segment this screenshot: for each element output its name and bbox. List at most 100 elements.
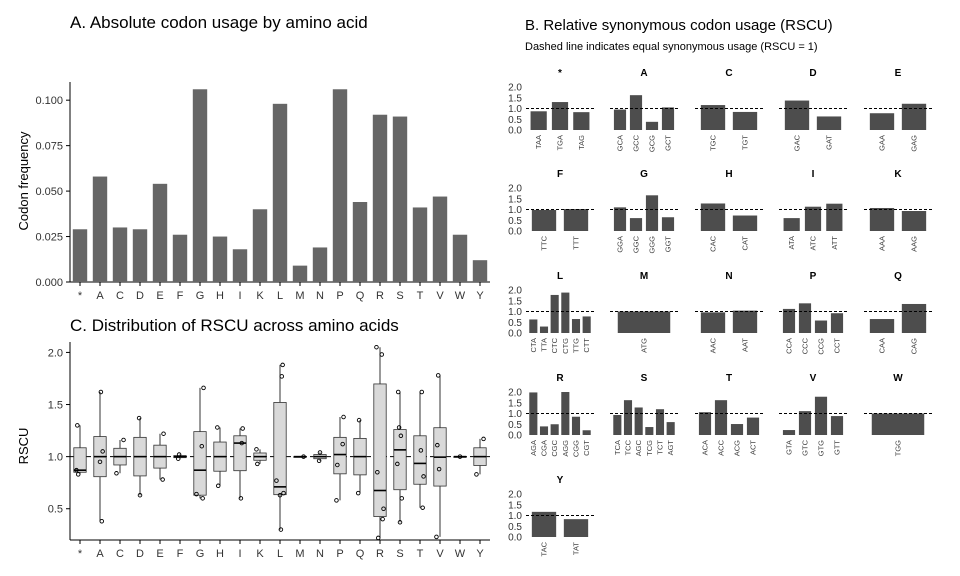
panel-c-point-16-5 xyxy=(399,496,405,501)
rscu-codon-label: TCC xyxy=(624,439,633,455)
panel-c-point-0-1 xyxy=(75,423,80,428)
panel-c-y-tick-label: 1.5 xyxy=(48,400,63,412)
rscu-facet-title: P xyxy=(810,271,817,282)
rscu-codon-label: GTA xyxy=(785,440,794,455)
panel-c-point-8-2 xyxy=(240,426,245,431)
panel-a-bar-1 xyxy=(92,176,108,282)
rscu-codon-label: CCG xyxy=(817,338,826,355)
rscu-facet-title: V xyxy=(810,373,817,384)
rscu-y-tick-label: 0.5 xyxy=(508,216,522,227)
panel-c-point-6-3 xyxy=(194,491,199,497)
rscu-codon-label: GCC xyxy=(632,134,641,151)
rscu-codon-label: CAT xyxy=(741,236,750,251)
panel-a-x-tick-label: D xyxy=(136,290,144,302)
rscu-bar-1-0 xyxy=(613,109,627,130)
panel-a-x-tick-label: E xyxy=(156,290,163,302)
rscu-y-tick-label: 1.0 xyxy=(508,409,522,420)
rscu-y-tick-label: 0.0 xyxy=(508,431,522,442)
rscu-codon-label: AGT xyxy=(666,440,675,456)
rscu-codon-label: TTG xyxy=(572,338,581,353)
panel-c-point-17-0 xyxy=(418,448,424,453)
rscu-facet-15: R 0.00.51.01.52.0 AGA CGA CGC AGG CGG CGT xyxy=(508,373,594,457)
panel-c-point-17-2 xyxy=(420,505,425,510)
panel-a-bar-17 xyxy=(412,207,428,282)
rscu-facet-title: N xyxy=(725,271,732,282)
rscu-bar-10-1 xyxy=(539,326,549,333)
rscu-facet-title: Y xyxy=(557,475,564,486)
panel-a-bar-9 xyxy=(252,209,268,282)
rscu-facet-20: Y 0.00.51.01.52.0 TAC TAT xyxy=(508,475,594,556)
panel-c-point-11-0 xyxy=(301,454,306,459)
panel-c-point-7-0 xyxy=(215,425,220,430)
rscu-facet-title: * xyxy=(558,68,562,79)
panel-c-point-12-0 xyxy=(316,458,322,464)
panel-c-x-tick-label: F xyxy=(177,548,184,560)
rscu-codon-label: ATG xyxy=(640,338,649,353)
panel-c-point-2-0 xyxy=(121,437,126,443)
rscu-facet-17: T ACA ACC ACG ACT xyxy=(695,373,763,456)
panel-a-x-tick-label: H xyxy=(216,290,224,302)
rscu-codon-label: CTC xyxy=(550,337,559,353)
panel-a-bar-3 xyxy=(132,229,148,282)
rscu-facet-title: S xyxy=(641,373,648,384)
panel-a-x-tick-label: T xyxy=(417,290,424,302)
panel-a-bar-8 xyxy=(232,249,248,282)
panel-c-x-tick-label: W xyxy=(455,548,466,560)
panel-c-y-tick-label: 1.0 xyxy=(48,452,63,464)
panel-b-rscu: B. Relative synonymous codon usage (RSCU… xyxy=(508,17,932,556)
rscu-codon-label: AAG xyxy=(910,236,919,252)
panel-a-x-tick-label: R xyxy=(376,290,384,302)
panel-c-point-14-1 xyxy=(356,417,362,423)
panel-c-x-tick-label: N xyxy=(316,548,324,560)
panel-c-point-17-3 xyxy=(421,474,426,479)
rscu-codon-label: GTC xyxy=(801,439,810,455)
panel-c-x-tick-label: S xyxy=(396,548,403,560)
panel-a-bar-18 xyxy=(432,196,448,282)
panel-c-x-tick-label: V xyxy=(436,548,444,560)
panel-c-point-1-0 xyxy=(97,459,103,465)
panel-c-point-5-0 xyxy=(175,456,181,461)
rscu-codon-label: GTG xyxy=(817,440,826,456)
rscu-codon-label: GGG xyxy=(648,236,657,254)
rscu-bar-13-1 xyxy=(798,303,812,333)
rscu-bar-1-1 xyxy=(629,95,643,130)
panel-c-point-6-2 xyxy=(201,385,206,391)
panel-a-bar-5 xyxy=(172,234,188,282)
panel-c-point-19-0 xyxy=(457,454,463,459)
panel-c-x-tick-label: M xyxy=(295,548,304,560)
rscu-codon-label: TAC xyxy=(540,541,549,556)
panel-c-box-8 xyxy=(233,435,247,472)
rscu-bar-16-4 xyxy=(655,409,665,435)
rscu-codon-label: TAA xyxy=(534,135,543,149)
rscu-codon-label: TGC xyxy=(709,134,718,150)
panel-c-point-12-1 xyxy=(317,450,323,455)
rscu-bar-13-3 xyxy=(830,313,844,333)
panel-a-x-tick-label: F xyxy=(177,290,184,302)
panel-a-x-tick-label: G xyxy=(196,290,205,302)
rscu-codon-label: CGG xyxy=(572,440,581,457)
rscu-bar-20-1 xyxy=(563,519,589,537)
panel-a-bar-20 xyxy=(472,260,488,282)
rscu-y-tick-label: 1.5 xyxy=(508,93,522,104)
rscu-codon-label: ACT xyxy=(749,440,758,455)
panel-a-absolute-usage: A. Absolute codon usage by amino acid Co… xyxy=(16,13,490,302)
rscu-codon-label: CAA xyxy=(878,338,887,353)
rscu-bar-17-2 xyxy=(730,424,744,435)
panel-c-point-8-0 xyxy=(238,496,244,501)
panel-c-box-17 xyxy=(413,435,427,485)
panel-c-point-4-1 xyxy=(161,431,166,436)
panel-c-point-15-5 xyxy=(375,535,381,541)
panel-c-x-tick-label: T xyxy=(417,548,424,560)
panel-a-bar-19 xyxy=(452,234,468,282)
rscu-bar-19-0 xyxy=(871,413,925,435)
rscu-bar-8-0 xyxy=(783,218,800,231)
panel-a-x-tick-label: Q xyxy=(356,290,365,302)
panel-a-bar-12 xyxy=(312,247,328,282)
panel-c-point-16-2 xyxy=(396,425,402,430)
panel-c-point-2-1 xyxy=(114,471,119,476)
rscu-codon-label: ATC xyxy=(809,235,818,250)
rscu-codon-label: ATT xyxy=(830,236,839,250)
rscu-codon-label: CCC xyxy=(801,337,810,354)
rscu-bar-17-0 xyxy=(698,412,712,435)
panel-a-x-tick-label: Y xyxy=(476,290,484,302)
